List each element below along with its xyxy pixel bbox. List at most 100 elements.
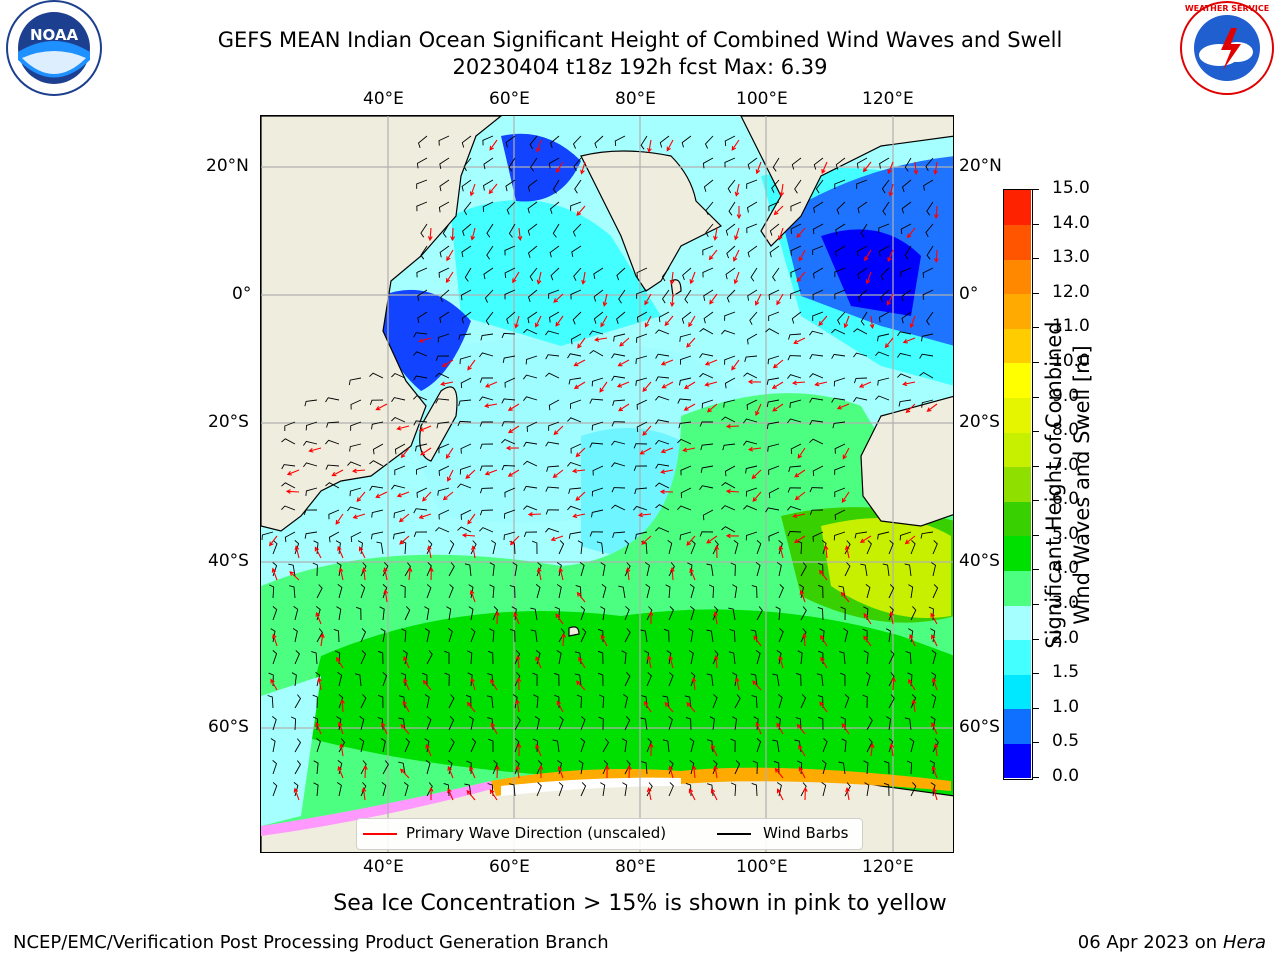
- wave-direction-arrow: [888, 183, 894, 197]
- wave-direction-arrow: [447, 765, 454, 779]
- wind-barb: [558, 716, 564, 731]
- wind-barb: [512, 562, 518, 577]
- wind-barb: [325, 464, 340, 470]
- wind-barb: [677, 505, 692, 511]
- wave-direction-arrow: [754, 293, 762, 306]
- wind-barb: [316, 738, 321, 753]
- wind-barb: [771, 179, 780, 193]
- wave-direction-arrow: [869, 742, 875, 757]
- wind-barb: [580, 782, 587, 797]
- wind-barb: [347, 461, 362, 467]
- wind-barb: [360, 782, 367, 797]
- wave-direction-arrow: [400, 447, 410, 459]
- wind-barb: [417, 135, 428, 148]
- wave-direction-arrow: [356, 491, 366, 503]
- wind-barb: [545, 441, 560, 447]
- wave-direction-arrow: [422, 491, 432, 502]
- map-legend: Primary Wave Direction (unscaled) Wind B…: [356, 818, 863, 850]
- wind-barb: [438, 201, 450, 213]
- wind-barb: [668, 716, 673, 731]
- wind-barb: [682, 267, 692, 281]
- wind-barb: [426, 716, 432, 731]
- wind-barb: [788, 465, 802, 473]
- wind-barb: [622, 782, 628, 797]
- wind-barb: [840, 672, 846, 687]
- wind-barb: [270, 628, 276, 643]
- wind-barb: [857, 267, 868, 280]
- wind-barb: [834, 267, 846, 278]
- wind-barb: [403, 782, 409, 797]
- colorbar-tick-label: 5.0: [1052, 523, 1080, 544]
- wave-direction-arrow: [931, 722, 938, 735]
- wind-barb: [616, 311, 626, 324]
- wind-barb: [866, 540, 872, 555]
- wind-barb: [772, 157, 780, 172]
- wave-direction-arrow: [465, 469, 476, 479]
- wind-barb: [668, 672, 674, 687]
- wind-barb: [655, 395, 670, 401]
- wave-direction-arrow: [445, 447, 454, 460]
- wind-barb: [492, 760, 498, 775]
- wind-barb: [708, 584, 715, 599]
- wind-barb: [922, 289, 934, 300]
- wind-barb: [272, 650, 278, 665]
- wind-barb: [489, 628, 495, 643]
- wind-barb: [598, 716, 604, 731]
- colorbar-tick-mark: [1033, 707, 1039, 709]
- wind-barb: [558, 628, 565, 643]
- wind-barb: [504, 487, 516, 498]
- wind-barb: [503, 531, 516, 541]
- wave-direction-arrow: [660, 447, 674, 454]
- wind-barb: [549, 245, 560, 258]
- wind-barb: [457, 420, 472, 427]
- wind-barb: [382, 562, 389, 577]
- wave-direction-arrow: [418, 513, 432, 520]
- wind-barb: [435, 372, 450, 379]
- colorbar-segment: [1004, 674, 1031, 710]
- wind-barb: [413, 420, 428, 426]
- wind-barb: [593, 311, 604, 324]
- wind-barb: [601, 584, 607, 599]
- wind-barb: [416, 487, 428, 498]
- wave-direction-arrow: [466, 701, 476, 713]
- wind-barb: [369, 372, 384, 379]
- wind-barb: [491, 540, 497, 555]
- colorbar-segment: [1004, 743, 1031, 779]
- wind-barb: [404, 738, 410, 753]
- wind-barb: [514, 738, 520, 753]
- wind-barb: [655, 439, 670, 445]
- wave-direction-arrow: [844, 545, 850, 559]
- wind-barb: [416, 201, 428, 212]
- wind-barb: [426, 540, 433, 555]
- wind-barb: [294, 650, 300, 665]
- wind-barb: [726, 289, 736, 303]
- wave-direction-arrow: [823, 544, 829, 559]
- colorbar-segment: [1004, 190, 1031, 226]
- wind-barb: [316, 584, 323, 599]
- wind-barb: [835, 245, 846, 257]
- lon-label-bottom-100e: 100°E: [736, 857, 788, 877]
- wind-barb: [294, 738, 302, 753]
- wave-direction-arrow: [509, 535, 520, 546]
- wave-direction-arrow: [471, 545, 476, 559]
- wind-barb: [679, 377, 692, 386]
- wave-direction-arrow: [934, 249, 939, 264]
- wind-barb: [416, 157, 428, 169]
- colorbar-tick-label: 2.0: [1052, 627, 1080, 648]
- wind-barb: [479, 352, 494, 358]
- machine-name: Hera: [1222, 932, 1266, 953]
- wave-direction-arrow: [731, 139, 740, 151]
- wind-barb: [853, 328, 868, 335]
- wind-barb: [312, 694, 318, 709]
- wind-barb: [706, 673, 714, 687]
- wind-barb: [834, 179, 846, 189]
- wave-direction-arrow: [734, 227, 740, 241]
- wind-barb: [790, 443, 802, 455]
- wind-barb: [479, 377, 493, 383]
- wind-barb: [668, 562, 675, 577]
- chart-subtitle: 20230404 t18z 192h fcst Max: 6.39: [452, 55, 828, 79]
- wind-barb: [772, 267, 780, 282]
- wind-barb: [769, 245, 780, 258]
- wind-barb: [721, 505, 736, 511]
- wind-barb: [328, 531, 340, 543]
